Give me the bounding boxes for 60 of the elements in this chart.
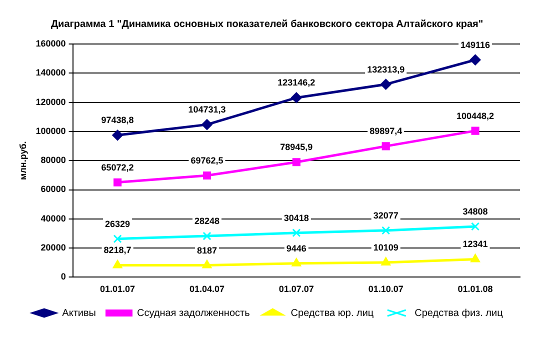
data-label: 123146,2	[278, 78, 316, 88]
point	[292, 258, 302, 266]
data-label: 30418	[284, 212, 309, 223]
point	[113, 234, 122, 244]
point	[381, 256, 391, 266]
chart-title: Диаграмма 1 "Динамика основных показателей банковского сектора Алтайского края"	[50, 18, 484, 30]
y-tick-label: 160000	[36, 38, 66, 48]
y-tick-label: 40000	[40, 213, 66, 224]
x-tick-label: 01.10.07	[368, 284, 404, 294]
point	[471, 222, 480, 231]
y-axis-title: млн.руб.	[18, 141, 28, 180]
data-label: 34808	[462, 206, 488, 216]
y-tick-label: 100000	[36, 126, 66, 136]
data-label: 26329	[105, 218, 130, 229]
data-label: 104731,3	[188, 104, 226, 115]
data-label: 97438,8	[101, 115, 134, 126]
data-label: 65072,2	[101, 162, 134, 172]
data-label: 12341	[462, 239, 488, 250]
data-label: 149116	[460, 40, 490, 50]
point	[470, 254, 480, 262]
legend-label: Средства юр. лиц	[290, 308, 374, 319]
data-label: 78945,9	[280, 142, 313, 152]
data-label: 69762,5	[190, 156, 224, 166]
point	[202, 171, 212, 180]
x-tick-label: 01.01.07	[100, 284, 136, 294]
data-label: 100448,2	[456, 110, 494, 121]
point	[382, 226, 390, 235]
legend-label: Ссудная задолженность	[136, 308, 250, 319]
x-tick-label: 01.01.08	[458, 284, 493, 294]
point	[202, 260, 212, 268]
data-label: 32077	[373, 210, 398, 220]
point	[201, 119, 212, 130]
legend-label: Средства физ. лиц	[414, 308, 504, 319]
point	[114, 178, 122, 186]
point	[290, 92, 302, 104]
data-label: 8187	[196, 245, 217, 256]
y-tick-label: 60000	[40, 184, 66, 194]
data-label: 10109	[373, 242, 398, 252]
y-tick-label: 20000	[40, 242, 66, 253]
x-tick-label: 01.07.07	[278, 284, 314, 294]
point	[380, 78, 392, 90]
point	[471, 126, 480, 135]
y-tick-label: 80000	[40, 155, 66, 166]
point	[112, 260, 122, 268]
data-label: 89897,4	[370, 126, 402, 136]
point	[292, 158, 300, 166]
legend-label: Активы	[62, 308, 96, 319]
data-label: 132313,9	[367, 64, 405, 74]
point	[292, 228, 301, 238]
data-label: 28248	[194, 216, 220, 226]
y-tick-label: 140000	[36, 68, 66, 78]
data-label: 8218,7	[104, 245, 132, 256]
y-tick-label: 0	[60, 272, 66, 282]
x-tick-label: 01.04.07	[189, 284, 225, 294]
point	[470, 54, 481, 66]
point	[112, 130, 124, 141]
y-tick-label: 120000	[36, 96, 66, 107]
data-label: 9446	[286, 243, 306, 254]
point	[382, 142, 390, 150]
point	[202, 232, 212, 240]
